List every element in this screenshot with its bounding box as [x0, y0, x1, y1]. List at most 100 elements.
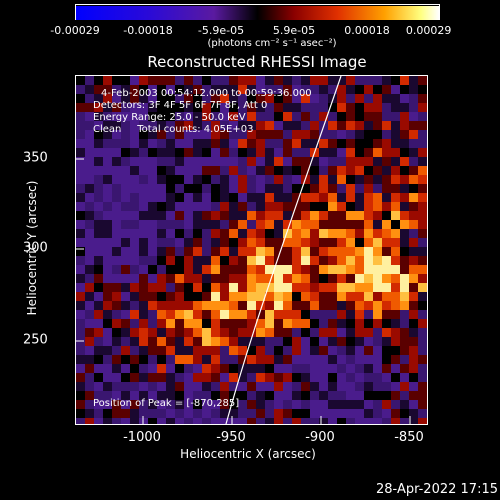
heatmap-cell [364, 148, 373, 157]
heatmap-cell [202, 238, 211, 247]
heatmap-cell [283, 292, 292, 301]
heatmap-cell [94, 184, 103, 193]
heatmap-cell [373, 229, 382, 238]
heatmap-cell [274, 310, 283, 319]
heatmap-cell [337, 301, 346, 310]
heatmap-cell [121, 355, 130, 364]
heatmap-cell [301, 139, 310, 148]
heatmap-cell [85, 166, 94, 175]
heatmap-cell [328, 274, 337, 283]
heatmap-cell [310, 292, 319, 301]
heatmap-cell [301, 292, 310, 301]
heatmap-cell [328, 292, 337, 301]
heatmap-cell [184, 256, 193, 265]
heatmap-cell [166, 337, 175, 346]
heatmap-cell [85, 283, 94, 292]
heatmap-cell [202, 211, 211, 220]
heatmap-cell [211, 274, 220, 283]
heatmap-cell [409, 382, 418, 391]
heatmap-cell [175, 391, 184, 400]
heatmap-cell [400, 175, 409, 184]
heatmap-cell [283, 157, 292, 166]
heatmap-cell [166, 211, 175, 220]
heatmap-cell [292, 220, 301, 229]
heatmap-cell [310, 256, 319, 265]
heatmap-cell [346, 274, 355, 283]
heatmap-cell [229, 346, 238, 355]
heatmap-cell [346, 373, 355, 382]
heatmap-cell [283, 229, 292, 238]
heatmap-cell [328, 148, 337, 157]
heatmap-cell [184, 382, 193, 391]
heatmap-cell [220, 382, 229, 391]
heatmap-cell [400, 292, 409, 301]
heatmap-cell [202, 103, 211, 112]
heatmap-cell [265, 175, 274, 184]
heatmap-cell [103, 364, 112, 373]
heatmap-cell [265, 139, 274, 148]
heatmap-cell [157, 319, 166, 328]
heatmap-cell [85, 373, 94, 382]
heatmap-cell [418, 400, 427, 409]
heatmap-cell [94, 364, 103, 373]
heatmap-cell [121, 139, 130, 148]
heatmap-cell [337, 112, 346, 121]
heatmap-cell [229, 337, 238, 346]
heatmap-cell [409, 229, 418, 238]
heatmap-cell [346, 256, 355, 265]
heatmap-cell [139, 157, 148, 166]
heatmap-cell [220, 319, 229, 328]
heatmap-cell [256, 85, 265, 94]
heatmap-cell [184, 76, 193, 85]
heatmap-cell [346, 94, 355, 103]
heatmap-cell [364, 301, 373, 310]
heatmap-cell [85, 130, 94, 139]
heatmap-cell [166, 121, 175, 130]
heatmap-cell [157, 76, 166, 85]
heatmap-cell [373, 175, 382, 184]
heatmap-cell [409, 292, 418, 301]
heatmap-cell [76, 310, 85, 319]
heatmap-cell [229, 94, 238, 103]
heatmap-cell [157, 283, 166, 292]
heatmap-cell [211, 238, 220, 247]
heatmap-cell [193, 103, 202, 112]
heatmap-cell [94, 247, 103, 256]
heatmap-cell [265, 130, 274, 139]
y-axis-label: Heliocentric Y (arcsec) [25, 180, 39, 316]
heatmap-cell [184, 292, 193, 301]
heatmap-cell [328, 256, 337, 265]
heatmap-cell [283, 400, 292, 409]
heatmap-cell [373, 184, 382, 193]
heatmap-cell [301, 373, 310, 382]
heatmap-cell [103, 274, 112, 283]
heatmap-cell [391, 337, 400, 346]
heatmap-cell [283, 94, 292, 103]
heatmap-cell [112, 229, 121, 238]
heatmap-cell [391, 184, 400, 193]
heatmap-cell [139, 238, 148, 247]
heatmap-cell [391, 355, 400, 364]
heatmap-cell [166, 184, 175, 193]
heatmap-cell [76, 400, 85, 409]
heatmap-cell [292, 265, 301, 274]
heatmap-cell [112, 166, 121, 175]
heatmap-cell [121, 157, 130, 166]
heatmap-cell [265, 400, 274, 409]
heatmap-cell [193, 346, 202, 355]
heatmap-cell [337, 391, 346, 400]
heatmap-cell [166, 256, 175, 265]
heatmap-cell [391, 247, 400, 256]
heatmap-cell [355, 346, 364, 355]
heatmap-cell [328, 121, 337, 130]
heatmap-cell [400, 238, 409, 247]
heatmap-cell [319, 382, 328, 391]
heatmap-cell [364, 391, 373, 400]
heatmap-cell [112, 121, 121, 130]
x-tick-label: -900 [305, 430, 335, 445]
heatmap-cell [301, 121, 310, 130]
heatmap-cell [418, 382, 427, 391]
heatmap-cell [256, 391, 265, 400]
heatmap-cell [139, 103, 148, 112]
heatmap-cell [139, 229, 148, 238]
